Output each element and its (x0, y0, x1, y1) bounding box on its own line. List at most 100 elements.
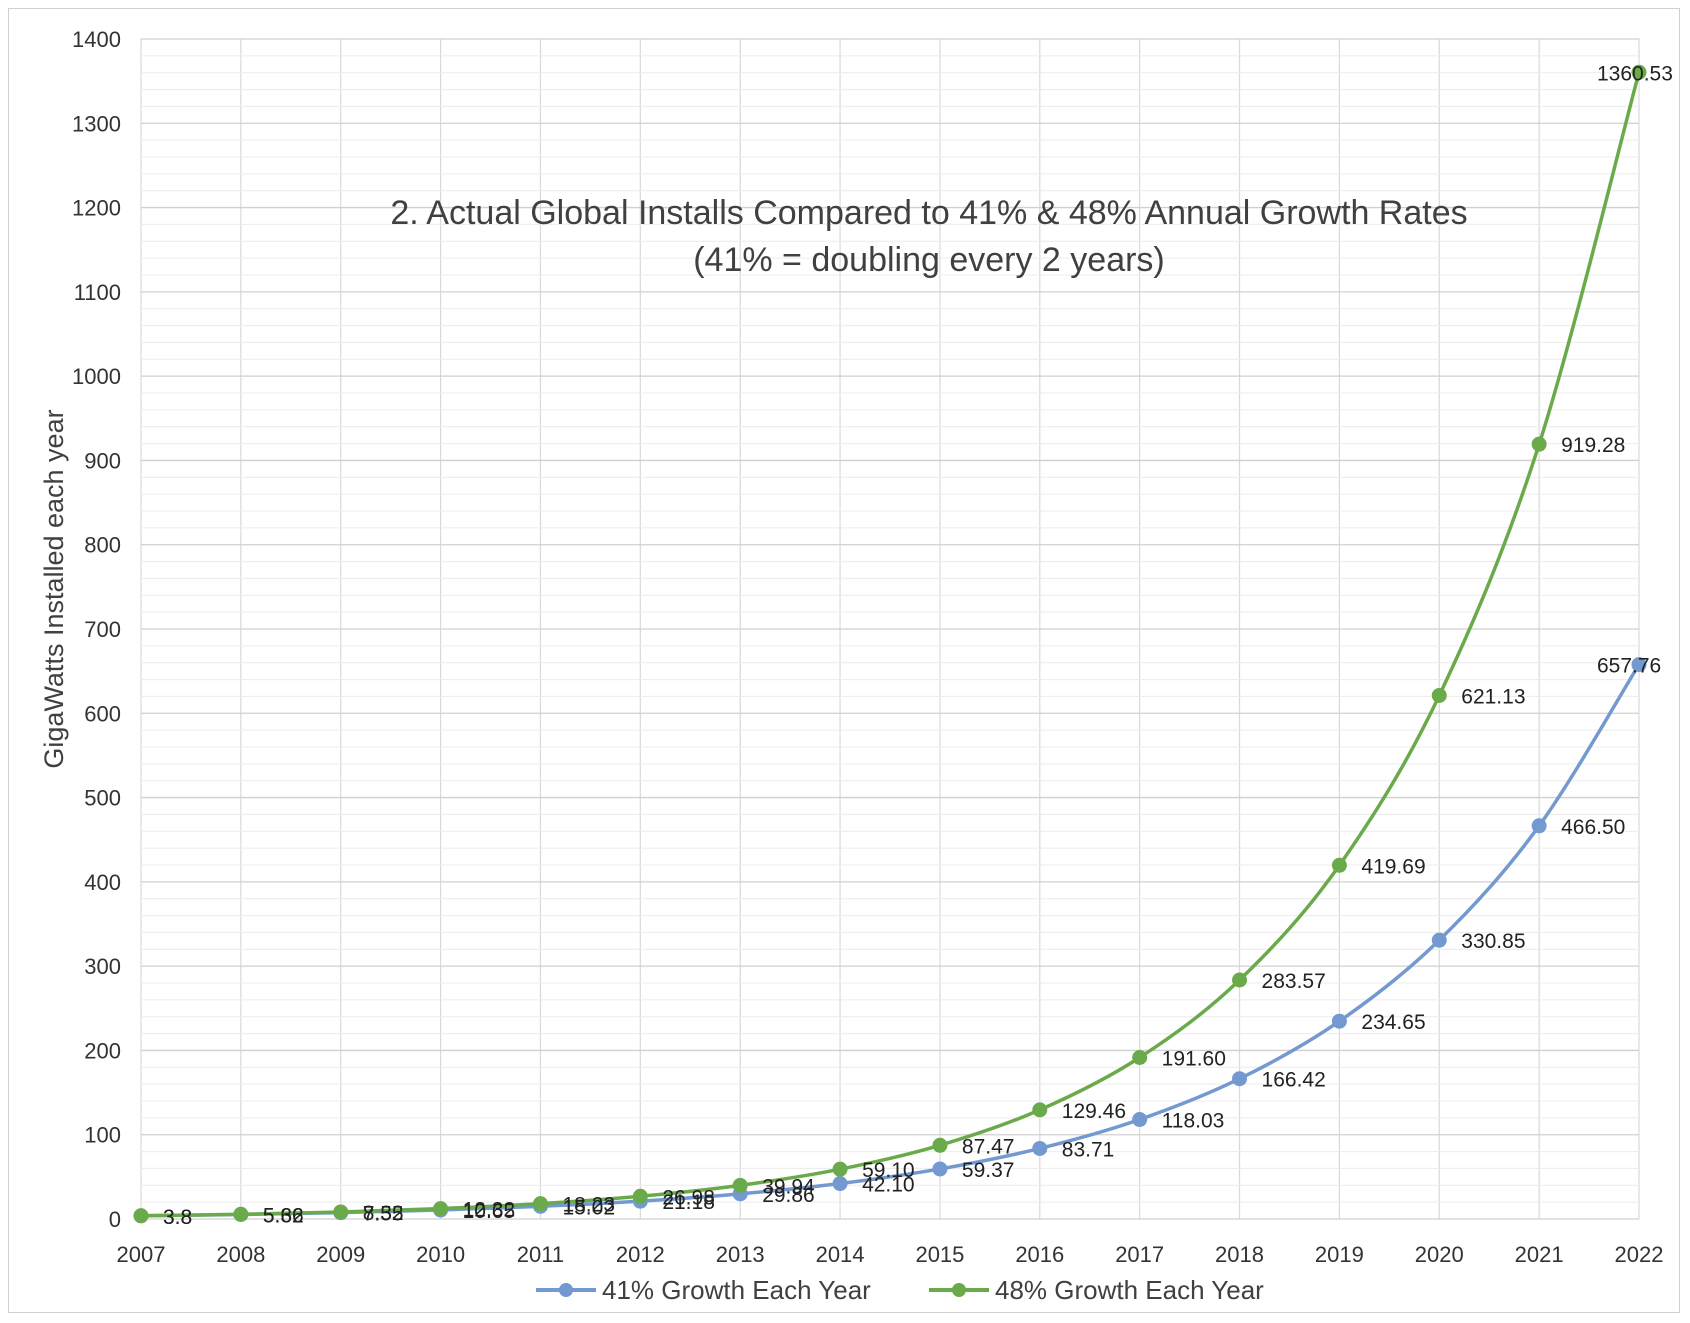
data-label-48: 419.69 (1361, 855, 1425, 878)
data-label-48: 8.32 (363, 1202, 404, 1225)
data-point-48 (632, 1188, 648, 1204)
data-label-41: 21.18 (662, 1191, 715, 1214)
data-point-48 (1132, 1050, 1148, 1066)
data-label-48: 3.8 (163, 1206, 192, 1229)
data-label-48: 191.60 (1162, 1048, 1226, 1071)
data-point-48 (1032, 1102, 1048, 1118)
data-point-48 (433, 1201, 449, 1217)
legend: 41% Growth Each Year 48% Growth Each Yea… (536, 1275, 1264, 1305)
x-tick-label: 2021 (1515, 1242, 1564, 1267)
data-label-41: 29.86 (762, 1184, 815, 1207)
y-tick-label: 1200 (72, 196, 121, 221)
series-lines (133, 64, 1647, 1224)
data-label-48: 87.47 (962, 1135, 1015, 1158)
data-label-48: 39.94 (762, 1175, 815, 1198)
data-point-41 (832, 1176, 848, 1192)
legend-item-48: 48% Growth Each Year (929, 1275, 1264, 1305)
x-tick-label: 2011 (517, 1242, 564, 1267)
data-label-41: 15.02 (562, 1196, 615, 1219)
x-tick-label: 2012 (616, 1242, 665, 1267)
data-point-48 (133, 1208, 149, 1224)
x-axis-ticks: 2007 2008 2009 2010 2011 2012 2013 2014 2015 2016… (117, 1242, 1664, 1267)
data-label-48: 59.10 (862, 1159, 915, 1182)
x-tick-label: 2018 (1215, 1242, 1264, 1267)
x-tick-label: 2008 (216, 1242, 265, 1267)
data-label-41: 42.10 (862, 1174, 915, 1197)
data-label-41: 3.8 (163, 1206, 192, 1229)
y-tick-label: 300 (84, 954, 121, 979)
chart-frame: 0 100 200 300 400 500 600 700 800 900 1000 1100 1200… (8, 8, 1680, 1313)
y-tick-label: 1400 (72, 27, 121, 52)
data-point-41 (932, 1161, 948, 1177)
y-tick-label: 900 (84, 448, 121, 473)
legend-marker-48 (952, 1283, 966, 1297)
data-label-48: 283.57 (1262, 970, 1326, 993)
data-point-41 (1032, 1140, 1048, 1156)
data-label-41: 330.85 (1461, 930, 1525, 953)
data-point-48 (532, 1196, 548, 1212)
data-label-41: 118.03 (1162, 1110, 1225, 1133)
data-point-48 (333, 1204, 349, 1220)
legend-item-41: 41% Growth Each Year (536, 1275, 871, 1305)
legend-marker-41 (559, 1283, 573, 1297)
y-axis-title: GigaWatts Installed each year (39, 409, 69, 768)
x-tick-label: 2013 (716, 1242, 765, 1267)
x-tick-label: 2015 (915, 1242, 964, 1267)
x-tick-label: 2009 (316, 1242, 365, 1267)
y-tick-label: 0 (109, 1207, 121, 1232)
data-point-41 (1232, 1071, 1248, 1087)
y-tick-label: 1300 (72, 111, 121, 136)
data-point-48 (233, 1206, 249, 1222)
data-label-48: 18.23 (562, 1194, 615, 1217)
data-label-41: 10.65 (463, 1200, 516, 1223)
data-label-41: 466.50 (1561, 816, 1625, 839)
y-tick-label: 600 (84, 701, 121, 726)
data-label-41: 234.65 (1361, 1011, 1425, 1034)
data-point-48 (1331, 857, 1347, 873)
chart-subtitle: (41% = doubling every 2 years) (693, 241, 1165, 279)
data-label-48: 129.46 (1062, 1100, 1126, 1123)
x-tick-label: 2019 (1315, 1242, 1364, 1267)
data-label-48: 12.32 (463, 1199, 516, 1222)
x-tick-label: 2017 (1115, 1242, 1164, 1267)
data-label-48: 1360.53 (1597, 62, 1673, 85)
chart-title: 2. Actual Global Installs Compared to 41… (390, 194, 1467, 232)
y-tick-label: 200 (84, 1038, 121, 1063)
y-tick-label: 1100 (74, 280, 121, 305)
data-point-48 (732, 1177, 748, 1193)
data-label-48: 5.62 (263, 1204, 304, 1227)
y-tick-label: 400 (84, 870, 121, 895)
line-chart: 0 100 200 300 400 500 600 700 800 900 1000 1100 1200… (39, 27, 1673, 1305)
data-label-41: 166.42 (1262, 1069, 1326, 1092)
data-point-41 (1431, 932, 1447, 948)
data-point-48 (832, 1161, 848, 1177)
data-label-41: 7.55 (363, 1203, 404, 1226)
data-label-41: 59.37 (962, 1159, 1015, 1182)
legend-label-48: 48% Growth Each Year (995, 1275, 1264, 1305)
data-point-48 (1531, 436, 1547, 452)
data-label-41: 657.76 (1597, 655, 1661, 678)
gridlines (140, 38, 1640, 1220)
data-point-48 (1431, 687, 1447, 703)
y-tick-label: 700 (84, 617, 121, 642)
y-axis-ticks: 0 100 200 300 400 500 600 700 800 900 1000 1100 1200… (72, 27, 121, 1232)
data-label-41: 5.36 (263, 1204, 304, 1227)
data-point-48 (932, 1137, 948, 1153)
data-point-41 (1531, 818, 1547, 834)
data-label-48: 919.28 (1561, 434, 1625, 457)
x-tick-label: 2022 (1615, 1242, 1664, 1267)
legend-label-41: 41% Growth Each Year (602, 1275, 871, 1305)
data-label-48: 621.13 (1461, 685, 1525, 708)
data-point-41 (1631, 657, 1647, 673)
x-tick-label: 2010 (416, 1242, 465, 1267)
data-labels: 3.8 5.36 7.55 10.65 15.02 21.18 29.86 42.10 59.3… (163, 62, 1673, 1229)
data-point-41 (1132, 1112, 1148, 1128)
x-tick-label: 2007 (117, 1242, 166, 1267)
x-tick-label: 2016 (1015, 1242, 1064, 1267)
data-label-41: 83.71 (1062, 1138, 1115, 1161)
y-tick-label: 1000 (72, 364, 121, 389)
data-point-48 (1232, 972, 1248, 988)
x-tick-label: 2014 (816, 1242, 865, 1267)
data-point-41 (1331, 1013, 1347, 1029)
data-label-48: 26.98 (662, 1186, 715, 1209)
